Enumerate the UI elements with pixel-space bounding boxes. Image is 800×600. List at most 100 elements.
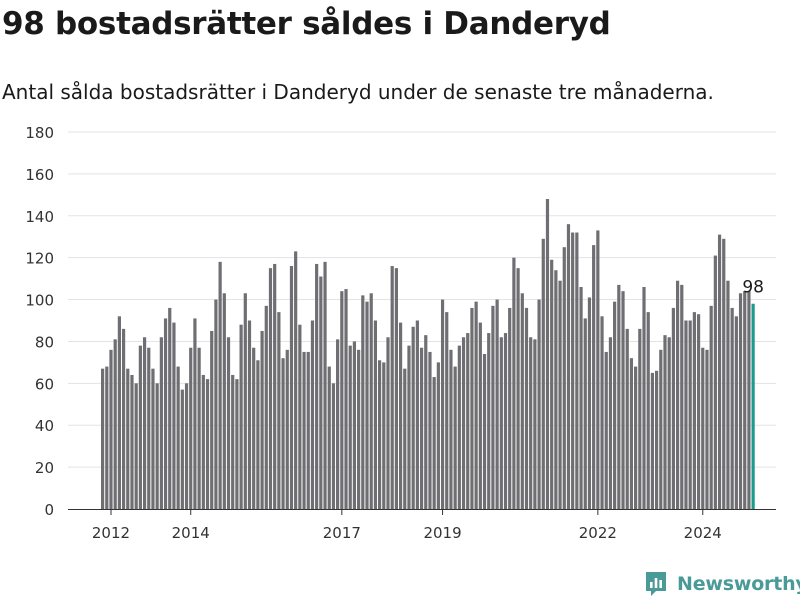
bar bbox=[273, 263, 277, 509]
bar bbox=[235, 379, 239, 509]
x-tick-label: 2014 bbox=[172, 524, 210, 542]
bar bbox=[336, 339, 340, 509]
bar bbox=[424, 335, 428, 509]
bar bbox=[512, 257, 516, 509]
bar bbox=[747, 291, 751, 509]
bar bbox=[113, 339, 117, 509]
bar bbox=[709, 305, 713, 509]
bar bbox=[579, 286, 583, 509]
bar bbox=[705, 349, 709, 509]
bar bbox=[466, 333, 470, 509]
bar bbox=[239, 324, 243, 509]
bar bbox=[126, 368, 130, 509]
bar bbox=[315, 263, 319, 509]
bar bbox=[168, 307, 172, 509]
bar bbox=[193, 318, 197, 509]
bar bbox=[655, 370, 659, 509]
bar bbox=[117, 316, 121, 509]
bar bbox=[730, 307, 734, 509]
bar bbox=[696, 314, 701, 509]
bar bbox=[621, 291, 625, 509]
bar bbox=[344, 289, 348, 509]
bar bbox=[461, 337, 466, 509]
bar bbox=[180, 389, 184, 509]
bar bbox=[638, 328, 642, 509]
bar bbox=[554, 270, 558, 509]
x-tick-label: 2017 bbox=[323, 524, 361, 542]
x-tick-label: 2012 bbox=[92, 524, 130, 542]
y-tick-label: 180 bbox=[25, 124, 54, 142]
y-tick-label: 20 bbox=[35, 459, 54, 477]
bar bbox=[256, 360, 260, 509]
bar bbox=[545, 199, 550, 509]
bar bbox=[478, 322, 482, 509]
bar bbox=[726, 280, 730, 509]
bar-chart-logo-icon bbox=[646, 572, 666, 596]
bar bbox=[537, 299, 541, 509]
bar bbox=[121, 328, 126, 509]
highlight-value-label: 98 bbox=[742, 278, 764, 298]
y-tick-label: 80 bbox=[35, 333, 54, 351]
y-tick-label: 140 bbox=[25, 208, 54, 226]
bar bbox=[642, 286, 646, 509]
highlighted-bar bbox=[751, 303, 755, 509]
y-tick-label: 100 bbox=[25, 292, 54, 310]
x-tick-label: 2022 bbox=[579, 524, 617, 542]
bar bbox=[634, 366, 638, 509]
bar bbox=[734, 316, 738, 509]
bar bbox=[575, 232, 579, 509]
bar bbox=[675, 280, 680, 509]
bar bbox=[142, 337, 147, 509]
bar bbox=[495, 299, 499, 509]
bar bbox=[382, 362, 386, 509]
bar bbox=[159, 337, 163, 509]
bar bbox=[608, 337, 613, 509]
bar bbox=[491, 305, 495, 509]
bar-series bbox=[101, 199, 755, 509]
chart-subtitle: Antal sålda bostadsrätter i Danderyd und… bbox=[2, 80, 714, 104]
bar bbox=[508, 307, 512, 509]
bar bbox=[415, 320, 419, 509]
y-tick-label: 120 bbox=[25, 250, 54, 268]
bar bbox=[541, 238, 545, 509]
bar bbox=[659, 349, 663, 509]
bar bbox=[310, 320, 315, 509]
bar bbox=[625, 328, 629, 509]
bar bbox=[306, 351, 310, 509]
chart-title: 98 bostadsrätter såldes i Danderyd bbox=[2, 6, 611, 42]
bar bbox=[390, 266, 394, 509]
bar bbox=[684, 320, 688, 509]
bar bbox=[226, 337, 231, 509]
bar bbox=[596, 230, 600, 509]
bar bbox=[323, 261, 327, 509]
bar bbox=[302, 351, 306, 509]
y-tick-label: 0 bbox=[44, 501, 54, 519]
bar bbox=[482, 354, 487, 509]
bar bbox=[151, 368, 155, 509]
bar bbox=[298, 324, 302, 509]
newsworthy-logo[interactable]: Newsworthy bbox=[644, 569, 800, 599]
bar bbox=[285, 349, 289, 509]
y-tick-label: 160 bbox=[25, 166, 54, 184]
bar bbox=[264, 305, 268, 509]
bar bbox=[529, 337, 533, 509]
bar bbox=[243, 293, 247, 509]
bar bbox=[361, 295, 365, 509]
bar bbox=[680, 284, 684, 509]
bar bbox=[613, 301, 617, 509]
bar bbox=[503, 333, 508, 509]
y-axis-tick-labels: 0 20 40 60 80 100 120 140 160 180 bbox=[25, 124, 54, 519]
bar bbox=[583, 318, 587, 509]
bar bbox=[571, 232, 575, 509]
bar bbox=[214, 299, 218, 509]
bar bbox=[663, 335, 667, 509]
bar bbox=[592, 245, 596, 509]
bar bbox=[533, 339, 537, 509]
bar bbox=[205, 379, 210, 509]
bar bbox=[474, 301, 478, 509]
bar bbox=[327, 366, 331, 509]
y-tick-label: 40 bbox=[35, 417, 54, 435]
bar bbox=[357, 349, 361, 509]
bar bbox=[738, 293, 743, 509]
